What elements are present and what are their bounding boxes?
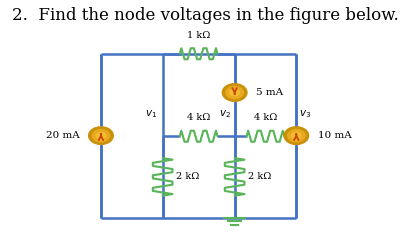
Text: $v_1$: $v_1$ [145,108,157,120]
Text: 2 kΩ: 2 kΩ [248,172,271,182]
Circle shape [222,83,248,102]
Text: 2 kΩ: 2 kΩ [175,172,199,182]
Circle shape [229,88,240,96]
Text: 4 kΩ: 4 kΩ [254,114,277,122]
Circle shape [283,126,309,145]
Circle shape [95,132,106,140]
Text: $v_3$: $v_3$ [299,108,311,120]
Text: 2.  Find the node voltages in the figure below.: 2. Find the node voltages in the figure … [12,8,399,24]
Circle shape [225,86,244,99]
Text: 5 mA: 5 mA [256,88,283,97]
Circle shape [287,129,306,142]
Text: 10 mA: 10 mA [318,131,352,140]
Text: 20 mA: 20 mA [46,131,79,140]
Circle shape [88,126,114,145]
Circle shape [291,132,302,140]
Text: 1 kΩ: 1 kΩ [187,31,210,40]
Text: 4 kΩ: 4 kΩ [187,114,210,122]
Circle shape [92,129,110,142]
Text: $v_2$: $v_2$ [219,108,231,120]
